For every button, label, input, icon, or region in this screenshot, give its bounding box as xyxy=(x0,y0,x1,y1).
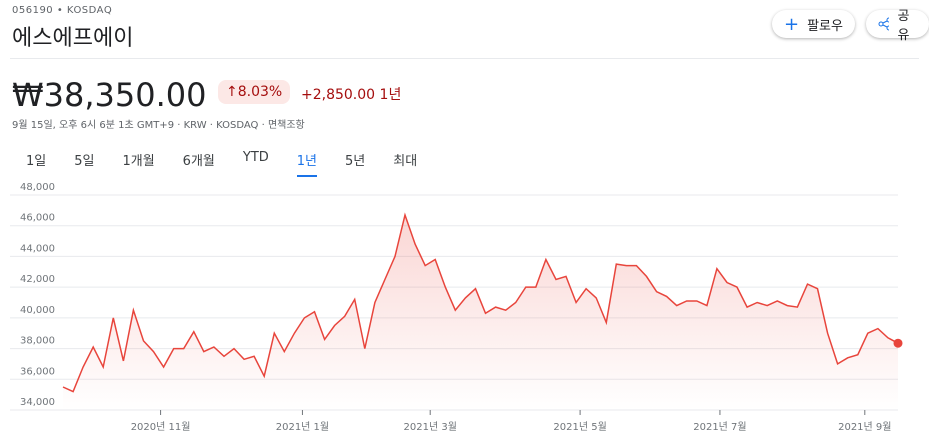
y-tick-label: 48,000 xyxy=(20,182,55,193)
y-tick-label: 46,000 xyxy=(20,213,55,224)
y-tick-label: 42,000 xyxy=(20,274,55,285)
x-tick-label: 2021년 1월 xyxy=(276,421,329,433)
y-tick-label: 38,000 xyxy=(20,336,55,347)
share-icon xyxy=(878,17,890,31)
range-tab[interactable]: 1일 xyxy=(26,154,47,169)
share-label: 공유 xyxy=(897,9,910,43)
range-tab[interactable]: 1개월 xyxy=(122,154,155,169)
chart: 34,000 36,000 38,000 40,000 42,000 44,000 46,0… xyxy=(10,182,903,433)
area-fill xyxy=(63,215,898,410)
range-tab[interactable]: 1년 xyxy=(296,148,318,177)
change-period: 1년 xyxy=(379,87,402,103)
last-point xyxy=(893,338,903,348)
x-tick-label: 2020년 11월 xyxy=(131,421,191,433)
change-percent: ↑8.03% xyxy=(218,80,291,104)
separator xyxy=(10,58,919,59)
share-button[interactable]: 공유 xyxy=(866,9,929,43)
info-line: 9월 15일, 오후 6시 6분 1초 GMT+9 · KRW · KOSDAQ… xyxy=(12,120,305,131)
company-name: 에스에프에이 xyxy=(12,26,134,51)
range-tab[interactable]: 5년 xyxy=(345,154,366,169)
range-tab[interactable]: YTD xyxy=(242,150,269,165)
change-percent-text: 8.03% xyxy=(237,84,283,100)
range-tab[interactable]: 5일 xyxy=(74,154,95,169)
x-tick-label: 2021년 5월 xyxy=(553,421,606,433)
ticker: 056190 • KOSDAQ xyxy=(12,5,113,16)
follow-label: 팔로우 xyxy=(807,18,843,34)
change-amount-text: +2,850.00 xyxy=(301,87,376,103)
follow-button[interactable]: + 팔로우 xyxy=(772,10,855,38)
range-tab[interactable]: 6개월 xyxy=(182,154,215,169)
x-tick-label: 2021년 3월 xyxy=(404,421,457,433)
x-tick-label: 2021년 9월 xyxy=(838,421,891,433)
price-line xyxy=(62,212,899,393)
y-tick-label: 44,000 xyxy=(20,243,55,254)
price: ₩38,350.00 xyxy=(12,76,207,114)
range-tab[interactable]: 최대 xyxy=(393,154,418,169)
x-tick-label: 2021년 7월 xyxy=(693,421,746,433)
range-tabs: 1일 5일 1개월 6개월 YTD 1년 5년 최대 xyxy=(12,148,431,177)
change-amount: +2,850.00 1년 xyxy=(301,84,401,104)
y-tick-label: 34,000 xyxy=(20,397,55,408)
y-tick-label: 40,000 xyxy=(20,305,55,316)
y-tick-label: 36,000 xyxy=(20,366,55,377)
